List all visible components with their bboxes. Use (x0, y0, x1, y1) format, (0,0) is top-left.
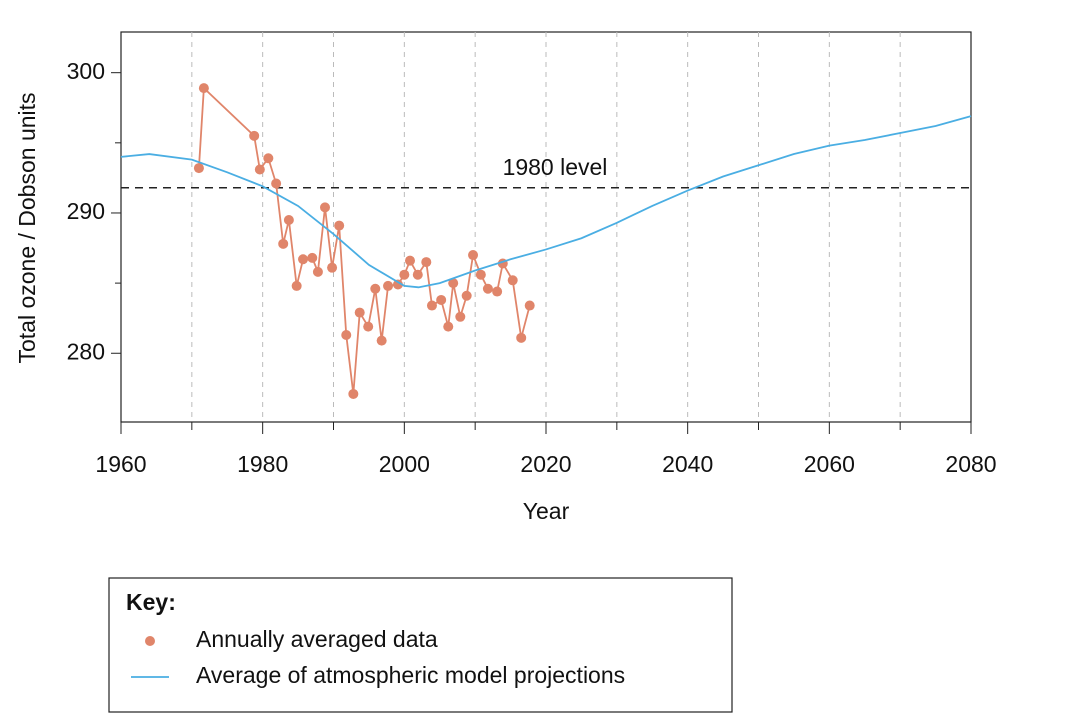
data-point (436, 294, 447, 305)
data-point (405, 255, 415, 266)
data-point (507, 275, 518, 286)
data-point (524, 300, 535, 311)
data-point (492, 286, 503, 297)
data-point (475, 269, 486, 280)
reference-label: 1980 level (503, 154, 608, 180)
data-point (263, 153, 274, 164)
data-point (455, 311, 466, 322)
data-point (461, 290, 472, 301)
x-tick-label: 2080 (945, 451, 996, 477)
x-tick-label: 2000 (379, 451, 430, 477)
data-point (443, 321, 454, 332)
x-axis-label: Year (523, 498, 570, 524)
data-point (482, 283, 493, 294)
data-point (516, 332, 527, 343)
legend-box (108, 577, 733, 713)
data-point (193, 163, 204, 174)
y-tick-label: 300 (67, 58, 105, 84)
data-point (198, 83, 209, 94)
data-point (421, 257, 432, 268)
x-tick-label: 2020 (520, 451, 571, 477)
data-point (341, 330, 352, 341)
data-point (307, 252, 318, 263)
data-point (291, 280, 302, 291)
y-axis-label: Total ozone / Dobson units (14, 92, 40, 363)
x-tick-label: 2040 (662, 451, 713, 477)
data-point (283, 214, 294, 225)
data-point (392, 279, 403, 290)
data-point (426, 300, 437, 311)
data-point (383, 280, 394, 291)
data-point (271, 178, 282, 189)
data-point (298, 254, 309, 265)
data-point (370, 283, 381, 294)
data-point (399, 269, 410, 280)
data-point (348, 388, 359, 399)
legend-marker (145, 636, 155, 646)
data-point (327, 262, 338, 273)
legend-label: Average of atmospheric model projections (196, 662, 625, 688)
series-line (198, 86, 531, 395)
legend-label: Annually averaged data (196, 626, 438, 652)
data-point (363, 321, 374, 332)
series-line (120, 115, 972, 289)
data-point (320, 202, 330, 213)
legend-title: Key: (126, 589, 176, 615)
y-tick-label: 290 (67, 198, 105, 224)
y-tick-label: 280 (67, 338, 105, 364)
x-tick-label: 1980 (237, 451, 288, 477)
data-point (254, 164, 265, 175)
data-point (412, 269, 423, 280)
data-point (312, 266, 323, 277)
data-point (468, 250, 479, 261)
data-point (249, 130, 260, 141)
data-point (354, 307, 365, 318)
x-tick-label: 1960 (95, 451, 146, 477)
data-point (448, 278, 459, 289)
x-tick-label: 2060 (804, 451, 855, 477)
data-point (334, 220, 345, 231)
data-point (376, 335, 387, 346)
data-point (278, 238, 289, 249)
